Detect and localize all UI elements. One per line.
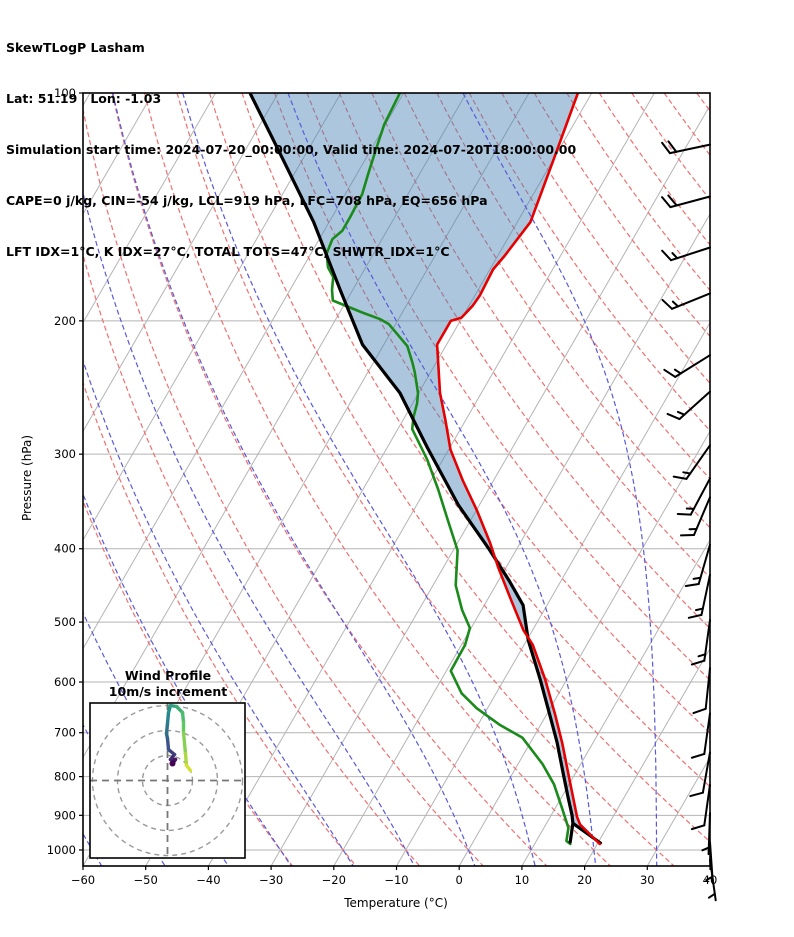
pressure-axis-label: Pressure (hPa)	[20, 434, 34, 522]
hodograph-trace-segment	[165, 710, 171, 726]
hodograph-frame	[89, 702, 246, 859]
dewpoint-curve	[325, 93, 572, 846]
x-tick-label: 10	[515, 873, 530, 887]
y-tick-label: 400	[54, 542, 76, 556]
hodograph-trace-segment	[183, 751, 189, 768]
hodograph-trace-segment	[165, 736, 171, 752]
hodograph-trace-segment	[184, 763, 193, 773]
hodograph-surface-point	[169, 760, 176, 767]
latlon-line: Lat: 51.19 Lon: -1.03	[6, 91, 162, 106]
hodograph-subtitle: 10m/s increment	[108, 684, 228, 699]
x-tick-label: 30	[640, 873, 655, 887]
y-tick-label: 200	[54, 314, 76, 328]
indices-line-1: CAPE=0 j/kg, CIN=-54 j/kg, LCL=919 hPa, …	[6, 193, 488, 208]
x-tick-label: −20	[322, 873, 346, 887]
hodograph-trace-segment	[181, 730, 188, 756]
x-tick-label: −10	[384, 873, 408, 887]
x-tick-label: −30	[259, 873, 283, 887]
x-tick-label: 20	[577, 873, 592, 887]
x-tick-label: −50	[134, 873, 158, 887]
y-tick-label: 500	[54, 615, 76, 629]
x-tick-label: 40	[703, 873, 718, 887]
y-tick-label: 700	[54, 726, 76, 740]
y-tick-label: 100	[54, 86, 76, 100]
x-tick-label: 0	[456, 873, 463, 887]
hodograph-title: Wind Profile	[124, 668, 212, 683]
hodograph	[90, 703, 245, 858]
dry-adiabats	[83, 93, 710, 866]
y-tick-label: 300	[54, 447, 76, 461]
figure-title: SkewTLogP Lasham	[6, 40, 145, 55]
y-tick-label: 600	[54, 675, 76, 689]
indices-line-2: LFT IDX=1°C, K IDX=27°C, TOTAL TOTS=47°C…	[6, 244, 450, 259]
figure-header: SkewTLogP Lasham Lat: 51.19 Lon: -1.03 S…	[6, 5, 576, 294]
x-tick-label: −60	[71, 873, 95, 887]
y-tick-label: 1000	[47, 843, 76, 857]
x-tick-label: −40	[196, 873, 220, 887]
time-line: Simulation start time: 2024-07-20_00:00:…	[6, 142, 577, 157]
y-tick-label: 900	[54, 808, 76, 822]
temperature-axis-label: Temperature (°C)	[344, 896, 448, 910]
wind-barbs	[661, 140, 717, 902]
temperature-curve	[435, 93, 602, 846]
y-tick-label: 800	[54, 770, 76, 784]
